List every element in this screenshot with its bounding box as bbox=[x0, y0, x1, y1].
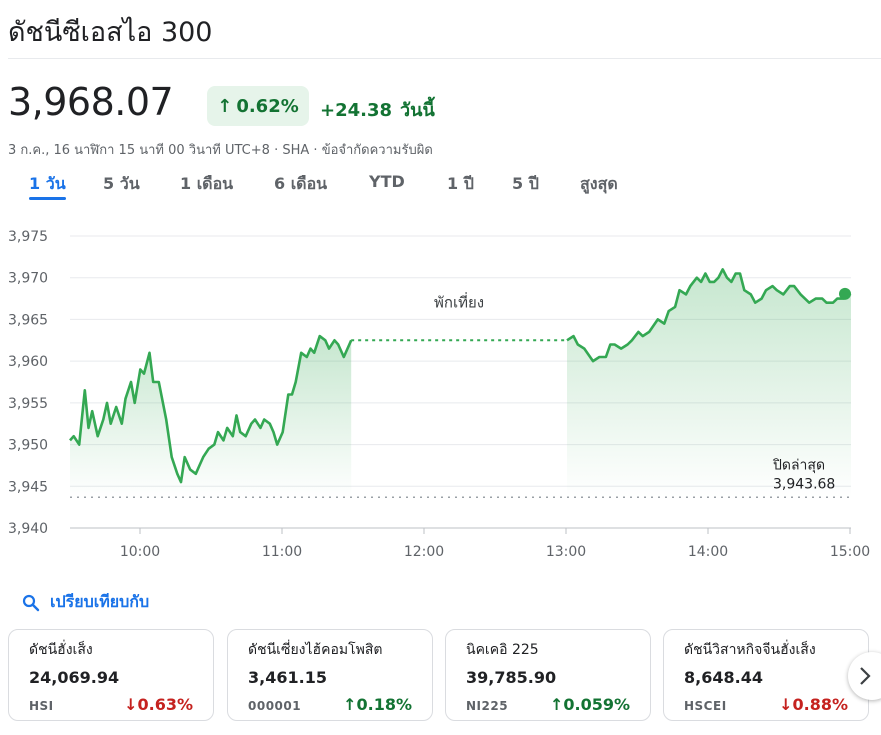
price-chart[interactable]: 3,940 3,945 3,950 3,955 3,960 3,965 3,970 3,975… bbox=[0, 220, 881, 575]
compare-button[interactable]: เปรียบเทียบกับ bbox=[22, 590, 149, 615]
card-name: ดัชนีวิสาหกิจจีนฮั่งเส็ง bbox=[684, 642, 816, 658]
meta-separator: · bbox=[313, 143, 318, 158]
change-period: วันนี้ bbox=[400, 100, 435, 121]
card-name: ดัชนีเซี่ยงไฮ้คอมโพสิต bbox=[248, 642, 383, 658]
arrow-up-icon: ↑ bbox=[549, 695, 564, 714]
tab-1-day[interactable]: 1 วัน bbox=[29, 172, 66, 200]
arrow-up-icon: ↑ bbox=[343, 695, 357, 714]
card-value: 8,648.44 bbox=[684, 668, 763, 687]
arrow-down-icon: ↓ bbox=[779, 695, 793, 714]
y-tick-label: 3,960 bbox=[8, 354, 48, 370]
x-tick-label: 11:00 bbox=[262, 544, 302, 560]
card-change-value: 0.88% bbox=[792, 695, 848, 714]
x-tick-label: 14:00 bbox=[688, 544, 728, 560]
last-price-dot bbox=[839, 287, 851, 300]
related-card-000001[interactable]: ดัชนีเซี่ยงไฮ้คอมโพสิต 3,461.15 000001 ↑… bbox=[227, 629, 433, 721]
change-percent: 0.62% bbox=[236, 95, 299, 117]
related-card-hscei[interactable]: ดัชนีวิสาหกิจจีนฮั่งเส็ง 8,648.44 HSCEI … bbox=[663, 629, 869, 721]
disclaimer-link[interactable]: ข้อจำกัดความรับผิด bbox=[321, 143, 433, 158]
current-price: 3,968.07 bbox=[8, 80, 174, 124]
card-symbol: HSI bbox=[29, 699, 54, 713]
tab-1-month[interactable]: 1 เดือน bbox=[180, 174, 234, 193]
arrow-down-icon: ↓ bbox=[124, 695, 138, 714]
carousel-next-button[interactable] bbox=[848, 652, 881, 700]
tab-ytd[interactable]: YTD bbox=[369, 172, 405, 191]
card-value: 3,461.15 bbox=[248, 668, 327, 687]
related-card-ni225[interactable]: นิคเคอิ 225 39,785.90 NI225 ↑0.059% bbox=[445, 629, 651, 721]
card-change-value: 0.18% bbox=[356, 695, 412, 714]
lunch-break-label: พักเที่ยง bbox=[434, 292, 484, 312]
y-tick-label: 3,945 bbox=[8, 479, 48, 495]
card-change: ↑0.059% bbox=[550, 695, 630, 714]
tab-max[interactable]: สูงสุด bbox=[580, 174, 618, 193]
related-card-hsi[interactable]: ดัชนีฮั่งเส็ง 24,069.94 HSI ↓0.63% bbox=[8, 629, 214, 721]
quote-meta: 3 ก.ค., 16 นาฬิกา 15 นาที 00 วินาที UTC+… bbox=[8, 139, 433, 160]
arrow-up-icon: ↑ bbox=[217, 95, 233, 117]
tab-5-years[interactable]: 5 ปี bbox=[512, 174, 539, 193]
y-tick-label: 3,950 bbox=[8, 438, 48, 454]
y-tick-label: 3,955 bbox=[8, 396, 48, 412]
card-symbol: HSCEI bbox=[684, 699, 727, 713]
y-tick-label: 3,940 bbox=[8, 521, 48, 537]
meta-separator: · bbox=[274, 143, 279, 158]
quote-timestamp: 3 ก.ค., 16 นาฬิกา 15 นาที 00 วินาที UTC+… bbox=[8, 143, 270, 158]
y-tick-label: 3,975 bbox=[8, 229, 48, 245]
tab-5-days[interactable]: 5 วัน bbox=[103, 174, 140, 193]
y-tick-label: 3,970 bbox=[8, 271, 48, 287]
search-icon bbox=[22, 594, 40, 611]
card-change: ↑0.18% bbox=[343, 695, 412, 714]
card-change: ↓0.88% bbox=[779, 695, 848, 714]
chevron-right-icon bbox=[860, 667, 871, 685]
card-change-value: 0.63% bbox=[137, 695, 193, 714]
y-tick-label: 3,965 bbox=[8, 312, 48, 328]
previous-close-value: 3,943.68 bbox=[773, 476, 835, 492]
change-abs-value: +24.38 bbox=[320, 100, 393, 121]
exchange-code: SHA bbox=[282, 143, 310, 158]
card-change-value: 0.059% bbox=[563, 695, 630, 714]
x-axis: 10:00 11:00 12:00 13:00 14:00 15:00 bbox=[120, 528, 870, 560]
header-divider bbox=[8, 58, 881, 59]
change-percent-badge: ↑ 0.62% bbox=[207, 86, 309, 126]
x-tick-label: 12:00 bbox=[404, 544, 444, 560]
card-change: ↓0.63% bbox=[124, 695, 193, 714]
tab-1-year[interactable]: 1 ปี bbox=[447, 174, 474, 193]
x-tick-label: 13:00 bbox=[546, 544, 586, 560]
price-line-morning bbox=[69, 334, 353, 484]
tab-6-months[interactable]: 6 เดือน bbox=[274, 174, 328, 193]
card-name: นิคเคอิ 225 bbox=[466, 642, 539, 658]
change-absolute: +24.38 วันนี้ bbox=[320, 95, 443, 124]
x-tick-label: 15:00 bbox=[830, 544, 870, 560]
previous-close-label: ปิดล่าสุด bbox=[773, 457, 826, 473]
compare-label: เปรียบเทียบกับ bbox=[50, 592, 150, 611]
card-name: ดัชนีฮั่งเส็ง bbox=[29, 642, 93, 658]
card-symbol: NI225 bbox=[466, 699, 509, 713]
x-tick-label: 10:00 bbox=[120, 544, 160, 560]
card-value: 24,069.94 bbox=[29, 668, 120, 687]
card-value: 39,785.90 bbox=[466, 668, 557, 687]
page-title: ดัชนีซีเอสไอ 300 bbox=[8, 17, 213, 48]
card-symbol: 000001 bbox=[248, 699, 302, 713]
y-axis: 3,940 3,945 3,950 3,955 3,960 3,965 3,970 3,975 bbox=[8, 229, 48, 537]
area-fill-afternoon bbox=[567, 269, 851, 498]
price-line-afternoon bbox=[566, 268, 852, 363]
